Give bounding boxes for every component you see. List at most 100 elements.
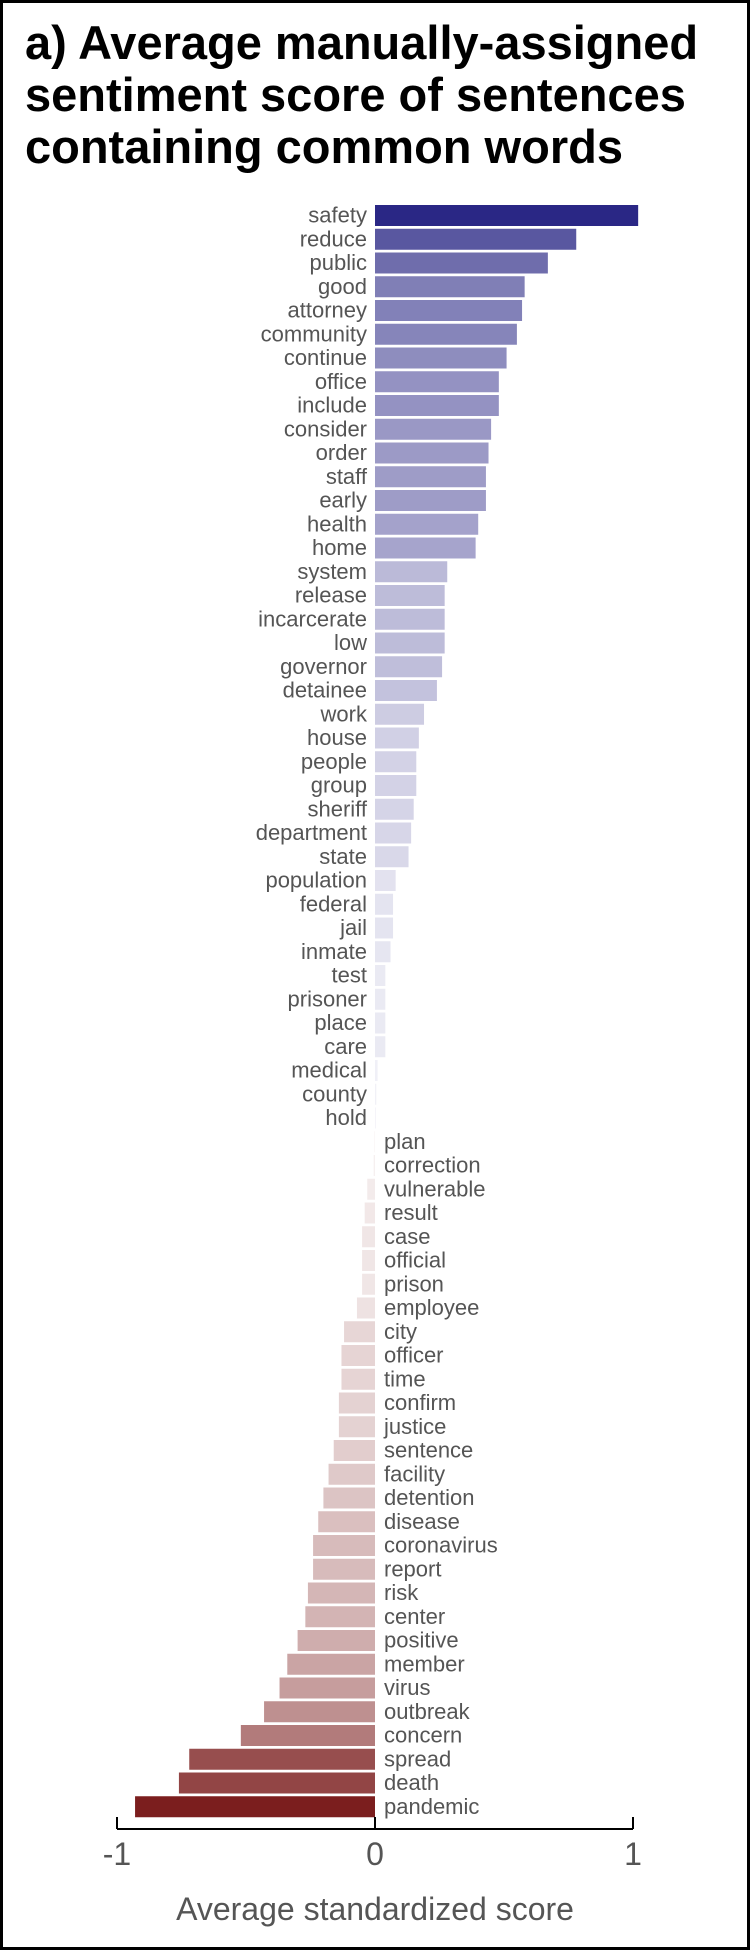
bar [307,1582,375,1604]
bar [328,1463,375,1485]
bar [338,1392,375,1414]
category-label: federal [300,891,367,916]
category-label: facility [384,1461,445,1486]
category-label: include [297,393,367,418]
category-label: plan [384,1129,426,1154]
bar [375,300,523,321]
bar [178,1772,375,1794]
category-label: vulnerable [384,1176,486,1201]
category-label: city [384,1319,417,1344]
category-label: work [320,701,368,726]
bar [375,893,394,915]
bar [375,1036,386,1058]
bar-chart: safetyreducepublicgoodattorneycommunityc… [103,203,642,1928]
bar [135,1796,375,1818]
category-label: death [384,1770,439,1795]
category-label: care [324,1034,367,1059]
category-label: office [315,369,367,394]
category-label: governor [280,654,367,679]
category-label: justice [383,1414,446,1439]
category-label: prison [384,1271,444,1296]
category-label: release [295,583,367,608]
bar [375,1012,386,1034]
bar [375,798,414,820]
bar [375,656,443,678]
x-tick-label: 1 [624,1836,642,1872]
category-label: hold [325,1105,367,1130]
category-label: center [384,1604,445,1629]
bar [362,1273,375,1295]
bar [373,1155,375,1176]
category-label: continue [284,345,367,370]
category-label: people [301,749,367,774]
bar [375,418,492,440]
category-label: house [307,725,367,750]
category-label: concern [384,1723,462,1748]
bar [375,466,486,488]
category-label: home [312,535,367,560]
category-label: order [316,440,367,465]
category-label: coronavirus [384,1533,498,1558]
bar [375,537,476,559]
bar [375,228,577,250]
bar [367,1178,375,1200]
category-label: case [384,1224,430,1249]
bar [374,1131,375,1153]
bar [375,608,445,630]
category-label: low [334,630,367,655]
bar [375,347,507,369]
chart-title: a) Average manually-assigned sentiment s… [25,16,699,173]
category-label: department [256,820,367,845]
category-label: official [384,1248,446,1273]
category-label: officer [384,1343,444,1368]
category-label: positive [384,1628,459,1653]
bar [313,1558,375,1580]
category-label: pandemic [384,1794,479,1819]
bar [279,1677,375,1699]
bar [375,561,448,583]
category-label: population [265,868,367,893]
bar [375,395,499,416]
category-label: outbreak [384,1699,471,1724]
bar [297,1630,375,1651]
category-label: test [332,963,367,988]
bar [375,371,499,393]
bar [341,1345,375,1366]
bar [362,1226,375,1248]
category-label: sheriff [307,796,367,821]
bar [375,490,486,511]
bar [240,1725,375,1746]
category-label: public [310,250,367,275]
category-label: medical [291,1058,367,1083]
bar [323,1487,375,1509]
category-label: attorney [288,298,368,323]
category-label: staff [326,464,368,489]
x-tick-label: 0 [366,1836,384,1872]
bar [318,1511,375,1533]
bar [375,323,517,345]
x-axis-title: Average standardized score [176,1891,574,1927]
category-label: safety [308,203,367,228]
category-label: reduce [300,226,367,251]
category-label: member [384,1651,465,1676]
category-label: jail [339,915,367,940]
bar [375,965,386,986]
category-label: detainee [283,678,367,703]
bar [375,917,394,939]
category-label: prisoner [288,986,367,1011]
bar [375,442,489,464]
category-label: detention [384,1485,475,1510]
category-label: county [302,1081,367,1106]
bar [364,1202,375,1224]
bar [287,1653,375,1675]
bar [375,205,639,226]
category-label: confirm [384,1390,456,1415]
bar [305,1606,375,1628]
bar [264,1701,375,1723]
bar [375,1107,376,1129]
bar [375,1083,377,1105]
bar [375,585,445,606]
category-label: spread [384,1746,451,1771]
category-label: disease [384,1509,460,1534]
bar [341,1368,375,1390]
